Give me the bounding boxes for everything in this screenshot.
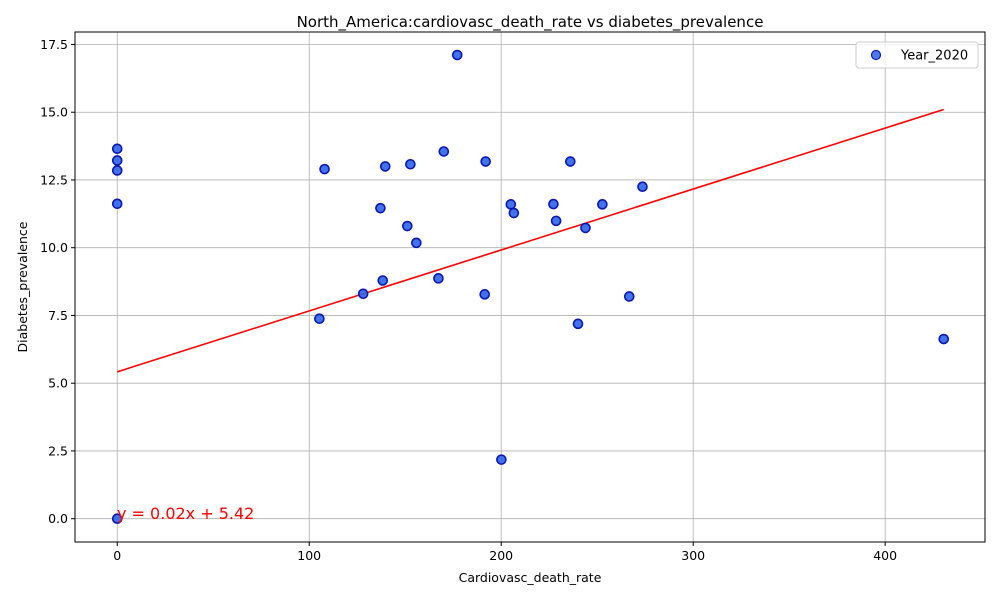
data-point	[580, 222, 591, 234]
y-tick-label: 5.0	[48, 376, 68, 391]
data-point	[319, 163, 330, 175]
data-point	[411, 237, 422, 249]
x-tick-label: 0	[113, 548, 121, 563]
points-layer	[111, 49, 950, 524]
x-tick-label: 400	[873, 548, 897, 563]
data-point	[111, 513, 123, 524]
data-point	[623, 291, 635, 302]
y-tick-label: 2.5	[48, 443, 68, 458]
data-point	[597, 199, 608, 210]
y-tick-label: 17.5	[40, 37, 68, 52]
y-tick-label: 10.0	[40, 240, 68, 255]
chart-title: North_America:cardiovasc_death_rate vs d…	[297, 13, 764, 32]
legend-label: Year_2020	[900, 49, 968, 64]
x-tick-label: 300	[681, 548, 705, 563]
x-tick-label: 200	[489, 548, 513, 563]
data-point	[938, 333, 950, 345]
data-point	[433, 273, 444, 284]
data-point	[379, 161, 391, 172]
data-point	[402, 220, 413, 232]
trendline	[116, 108, 944, 373]
legend: Year_2020	[855, 41, 979, 69]
plot-area	[75, 32, 985, 542]
data-point	[505, 199, 517, 210]
legend-box	[855, 41, 979, 69]
trendline-equation: y = 0.02x + 5.42	[117, 504, 254, 523]
data-point	[111, 165, 123, 176]
data-point	[637, 181, 648, 193]
data-point	[548, 198, 559, 210]
data-point	[565, 156, 576, 167]
data-point	[111, 155, 123, 166]
trendline-layer	[116, 108, 944, 373]
y-tick-label: 0.0	[48, 511, 68, 526]
data-point	[405, 158, 416, 170]
data-point	[508, 207, 520, 219]
data-point	[314, 313, 325, 325]
data-point	[111, 143, 123, 155]
data-point	[479, 289, 490, 300]
y-tick-label: 7.5	[48, 308, 68, 323]
x-axis-ticks: 0 100 200 300 400	[113, 542, 897, 563]
data-point	[572, 318, 584, 330]
x-tick-label: 100	[297, 548, 321, 563]
data-point	[111, 198, 123, 210]
data-point	[451, 49, 463, 61]
data-point	[377, 275, 389, 286]
data-point	[438, 146, 450, 157]
data-point	[550, 215, 562, 227]
plot-frame	[74, 31, 986, 543]
y-tick-label: 12.5	[40, 172, 68, 187]
y-axis-label: Diabetes_prevalence	[15, 221, 30, 352]
x-axis-label: Cardiovasc_death_rate	[459, 570, 602, 585]
data-point	[480, 156, 491, 167]
grid-lines	[75, 32, 985, 542]
legend-marker	[870, 49, 882, 61]
data-point	[357, 288, 369, 300]
y-axis-ticks: 0.0 2.5 5.0 7.5 10.0 12.5 15.0 17.5	[40, 37, 75, 526]
data-point	[496, 454, 507, 465]
data-point	[375, 202, 386, 214]
y-tick-label: 15.0	[40, 105, 68, 120]
